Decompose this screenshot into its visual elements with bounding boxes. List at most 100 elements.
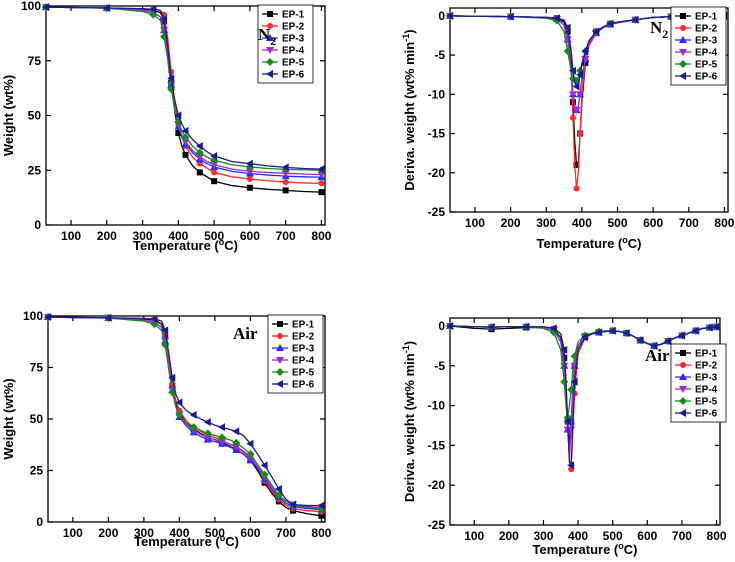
x-tick-label: 300 [533, 529, 553, 543]
data-point-EP-4 [576, 91, 585, 99]
legend-marker-EP-2 [680, 362, 686, 368]
data-point-EP-1 [318, 512, 325, 519]
series-line-EP-4 [45, 6, 322, 176]
data-point-EP-6 [572, 82, 580, 91]
legend: EP-1EP-2EP-3EP-4EP-5EP-6 [267, 314, 324, 394]
data-point-EP-6 [44, 313, 51, 322]
data-point-EP-6 [563, 23, 571, 32]
legend-marker-EP-5 [266, 58, 274, 66]
y-axis-title-end: ) [402, 29, 417, 33]
y-tick-label: 100 [21, 0, 41, 13]
data-point-EP-6 [195, 142, 203, 151]
legend: EP-1EP-2EP-3EP-4EP-5EP-6 [257, 4, 314, 84]
legend-marker-EP-6 [679, 409, 686, 417]
x-axis-title-end: C) [628, 236, 642, 251]
y-tick-label: -5 [434, 48, 445, 62]
data-point-EP-6 [42, 3, 49, 12]
x-tick-label: 700 [679, 216, 699, 230]
y-axis-title-main: Weight (wt%) [1, 378, 16, 459]
y-tick-label: 0 [438, 319, 445, 333]
x-tick-label: 100 [63, 526, 83, 540]
x-tick-label: 200 [501, 216, 521, 230]
data-point-EP-6 [705, 323, 713, 332]
x-axis-title: Temperature (oC) [537, 235, 642, 251]
data-point-EP-5 [246, 450, 255, 459]
legend-label-EP-1: EP-1 [695, 349, 718, 360]
legend-label-EP-6: EP-6 [282, 70, 305, 81]
legend-box [257, 4, 314, 84]
data-point-EP-5 [567, 385, 576, 394]
x-tick-label: 100 [464, 529, 484, 543]
y-axis-title-end: ) [402, 341, 417, 345]
y-tick-label: -20 [428, 166, 446, 180]
data-point-EP-4 [281, 170, 290, 178]
chart-dtg-air: 100 200 300 400 500 600 700 800 -25 -20 -15 -10 -5 0 T… [401, 317, 727, 557]
y-tick-label: 100 [23, 309, 43, 323]
data-point-EP-1 [282, 187, 289, 194]
legend-marker-EP-1 [680, 13, 686, 19]
y-tick-label: 50 [28, 109, 42, 123]
y-tick-label: 25 [30, 464, 44, 478]
data-point-EP-6 [245, 159, 253, 168]
y-tick-label: -10 [428, 87, 446, 101]
legend-label-EP-4: EP-4 [695, 385, 718, 396]
legend-marker-EP-4 [679, 386, 687, 393]
legend-marker-EP-3 [679, 373, 687, 380]
legend-label-EP-6: EP-6 [292, 380, 315, 391]
x-tick-label: 600 [637, 529, 657, 543]
x-axis-title-main: Temperature ( [533, 542, 619, 557]
atmosphere-label-main: Air [645, 346, 670, 365]
x-axis-title-end: C) [224, 238, 238, 253]
data-point-EP-6 [567, 461, 575, 470]
data-point-EP-6 [677, 331, 685, 340]
data-point-EP-6 [104, 313, 112, 322]
data-point-EP-1 [573, 161, 580, 168]
data-point-EP-1 [182, 151, 189, 158]
x-axis-title-main: Temperature ( [537, 236, 623, 251]
x-tick-label: 100 [61, 229, 81, 243]
data-point-EP-5 [168, 388, 177, 397]
y-axis-title: Weight (wt%) [1, 378, 16, 459]
atmosphere-label: N2 [258, 25, 276, 48]
x-tick-label: 500 [607, 216, 627, 230]
data-point-EP-4 [568, 91, 577, 99]
legend-label-EP-3: EP-3 [695, 36, 718, 47]
x-tick-label: 100 [465, 216, 485, 230]
data-point-EP-4 [245, 168, 254, 176]
data-point-EP-6 [317, 165, 325, 174]
data-point-EP-5 [195, 148, 204, 157]
data-point-EP-6 [581, 333, 588, 342]
legend-marker-EP-6 [266, 70, 273, 78]
data-point-EP-6 [691, 326, 699, 335]
legend-label-EP-5: EP-5 [292, 368, 315, 379]
data-point-EP-6 [446, 11, 453, 20]
x-axis-title-end: C) [225, 534, 239, 549]
legend-marker-EP-3 [276, 344, 284, 351]
data-point-EP-5 [218, 433, 227, 442]
data-point-EP-6 [210, 152, 218, 161]
data-point-EP-5 [274, 491, 283, 500]
legend-label-EP-1: EP-1 [282, 10, 305, 21]
data-point-EP-6 [487, 323, 495, 332]
y-axis-title: Deriva. weight (wt% min-1) [401, 341, 417, 502]
x-tick-label: 300 [133, 229, 153, 243]
data-point-EP-6 [552, 14, 560, 23]
legend-marker-EP-2 [277, 333, 283, 339]
y-axis-title-sup: -1 [401, 345, 411, 353]
legend-label-EP-5: EP-5 [695, 397, 718, 408]
atmosphere-label-sub: 2 [662, 27, 668, 41]
y-tick-label: 0 [34, 218, 41, 232]
x-tick-label: 600 [240, 526, 260, 540]
data-point-EP-2 [282, 179, 289, 186]
data-point-EP-6 [289, 500, 297, 509]
legend-label-EP-2: EP-2 [695, 24, 718, 35]
data-point-EP-4 [317, 171, 326, 179]
legend-box [267, 314, 324, 394]
data-point-EP-6 [650, 341, 658, 350]
data-point-EP-6 [592, 27, 600, 36]
data-point-EP-6 [150, 315, 158, 324]
x-tick-label: 600 [240, 229, 260, 243]
legend-label-EP-3: EP-3 [282, 34, 305, 45]
x-tick-label: 600 [643, 216, 663, 230]
data-point-EP-1 [211, 178, 218, 185]
